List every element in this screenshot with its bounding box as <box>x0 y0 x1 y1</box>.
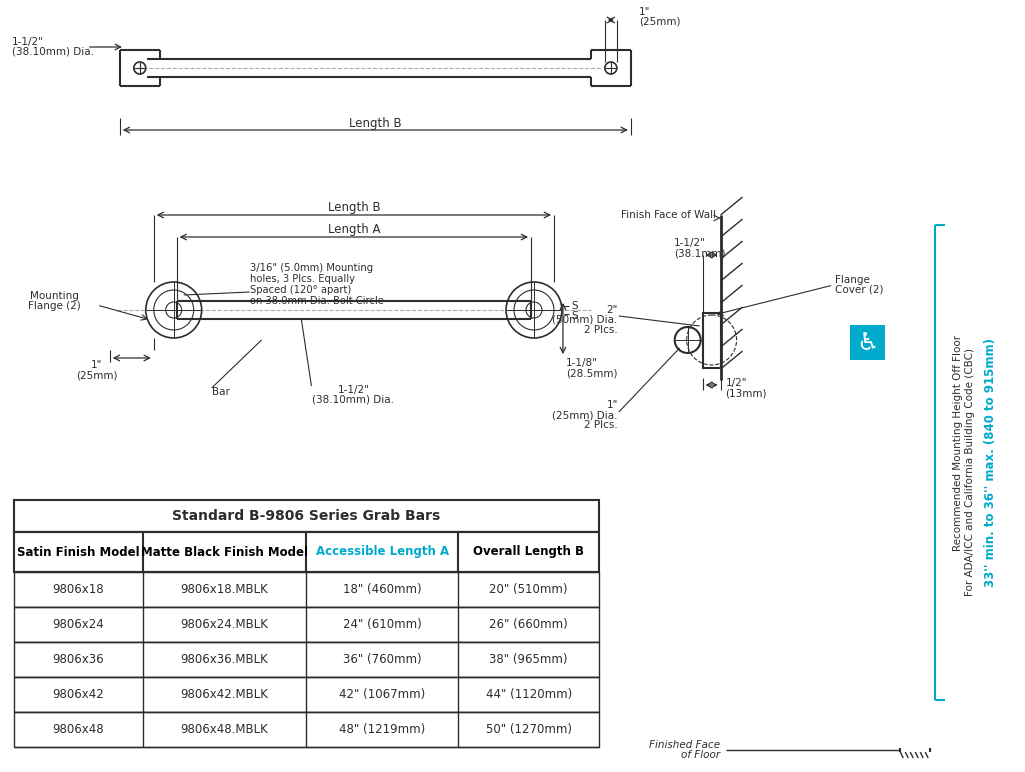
Text: 1": 1" <box>639 7 650 17</box>
Text: For ADA/ICC and California Building Code (CBC): For ADA/ICC and California Building Code… <box>966 348 975 597</box>
Text: Flange (2): Flange (2) <box>28 301 80 311</box>
Text: (25mm) Dia.: (25mm) Dia. <box>552 410 618 420</box>
Text: (50mm) Dia.: (50mm) Dia. <box>552 315 618 325</box>
Text: 1": 1" <box>91 360 102 370</box>
Text: S: S <box>571 301 577 311</box>
Text: Recommended Mounting Height Off Floor: Recommended Mounting Height Off Floor <box>953 334 963 550</box>
Text: 26" (660mm): 26" (660mm) <box>489 618 568 631</box>
Text: 50" (1270mm): 50" (1270mm) <box>486 723 572 736</box>
Text: 1": 1" <box>607 400 618 410</box>
Text: Overall Length B: Overall Length B <box>474 546 584 558</box>
Text: (38.10mm) Dia.: (38.10mm) Dia. <box>313 395 395 405</box>
Text: 1/2": 1/2" <box>726 378 747 388</box>
Text: 38" (965mm): 38" (965mm) <box>489 653 568 666</box>
Text: Length B: Length B <box>348 117 402 130</box>
Text: holes, 3 Plcs. Equally: holes, 3 Plcs. Equally <box>249 274 355 284</box>
Text: 9806x24: 9806x24 <box>52 618 105 631</box>
Text: 9806x48: 9806x48 <box>52 723 105 736</box>
Text: 9806x18: 9806x18 <box>52 583 105 596</box>
Text: of Floor: of Floor <box>682 750 721 760</box>
Text: (25mm): (25mm) <box>639 17 681 27</box>
Text: Finished Face: Finished Face <box>650 740 721 750</box>
Text: Cover (2): Cover (2) <box>835 285 884 295</box>
Text: 1-1/2": 1-1/2" <box>673 238 705 248</box>
Text: 9806x42: 9806x42 <box>52 688 105 701</box>
Text: 42" (1067mm): 42" (1067mm) <box>339 688 425 701</box>
Text: S: S <box>571 311 577 321</box>
Text: Accessible Length A: Accessible Length A <box>316 546 449 558</box>
Text: 33'' min. to 36'' max. (840 to 915mm): 33'' min. to 36'' max. (840 to 915mm) <box>984 338 996 587</box>
Text: 1-1/2": 1-1/2" <box>12 37 44 47</box>
Text: 3/16" (5.0mm) Mounting: 3/16" (5.0mm) Mounting <box>249 263 373 273</box>
Text: 1-1/2": 1-1/2" <box>337 385 369 395</box>
Text: (25mm): (25mm) <box>76 370 118 380</box>
Bar <box>14 712 599 747</box>
Text: 9806x36.MBLK: 9806x36.MBLK <box>180 653 269 666</box>
Text: 9806x36: 9806x36 <box>52 653 105 666</box>
Text: Standard B-9806 Series Grab Bars: Standard B-9806 Series Grab Bars <box>172 509 441 523</box>
Text: 18" (460mm): 18" (460mm) <box>343 583 421 596</box>
Text: Matte Black Finish Model: Matte Black Finish Model <box>141 546 309 558</box>
Text: 1-1/8": 1-1/8" <box>566 358 598 368</box>
Text: 20" (510mm): 20" (510mm) <box>489 583 568 596</box>
Text: 2": 2" <box>607 305 618 315</box>
Text: Mounting: Mounting <box>30 291 78 301</box>
Text: (13mm): (13mm) <box>726 388 767 398</box>
Bar <box>851 325 886 360</box>
Text: 36" (760mm): 36" (760mm) <box>343 653 421 666</box>
Text: 9806x18.MBLK: 9806x18.MBLK <box>180 583 269 596</box>
Bar <box>14 642 599 677</box>
Bar <box>14 532 599 572</box>
Text: 48" (1219mm): 48" (1219mm) <box>339 723 425 736</box>
Text: (38.10mm) Dia.: (38.10mm) Dia. <box>12 47 94 57</box>
Text: (28.5mm): (28.5mm) <box>566 368 617 378</box>
Text: 9806x42.MBLK: 9806x42.MBLK <box>180 688 269 701</box>
Text: 24" (610mm): 24" (610mm) <box>343 618 422 631</box>
Bar <box>703 313 721 367</box>
Text: on 38.0mm Dia. Bolt Circle: on 38.0mm Dia. Bolt Circle <box>249 296 383 306</box>
Text: Finish Face of Wall: Finish Face of Wall <box>621 210 715 220</box>
Text: Spaced (120° apart): Spaced (120° apart) <box>249 285 351 295</box>
Text: 9806x24.MBLK: 9806x24.MBLK <box>180 618 269 631</box>
Text: 2 Plcs.: 2 Plcs. <box>584 325 618 335</box>
Text: Flange: Flange <box>835 275 870 285</box>
Text: Satin Finish Model: Satin Finish Model <box>17 546 139 558</box>
Text: Bar: Bar <box>211 387 230 397</box>
Text: 2 Plcs.: 2 Plcs. <box>584 420 618 430</box>
Bar <box>14 607 599 642</box>
Bar <box>14 500 599 532</box>
Text: Length B: Length B <box>328 201 380 214</box>
Text: (38.1mm): (38.1mm) <box>673 248 726 258</box>
Text: 44" (1120mm): 44" (1120mm) <box>486 688 572 701</box>
Bar <box>14 677 599 712</box>
Text: 9806x48.MBLK: 9806x48.MBLK <box>180 723 269 736</box>
Bar <box>14 572 599 607</box>
Text: ♿: ♿ <box>857 330 879 354</box>
Text: Length A: Length A <box>328 222 380 235</box>
